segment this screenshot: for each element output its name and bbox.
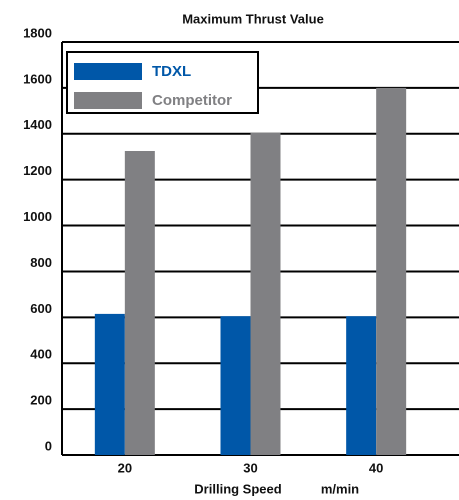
bar [220,316,251,455]
bar [94,313,125,455]
legend-label: TDXL [152,63,191,80]
y-tick-label: 400 [30,347,52,362]
bar [346,316,377,455]
y-tick-label: 1000 [23,209,52,224]
bar [376,87,407,455]
x-axis-label: Drilling Speed [194,481,281,496]
legend-swatch [74,92,142,109]
y-tick-label: 0 [45,438,52,453]
legend-swatch [74,63,142,80]
y-tick-label: 1200 [23,163,52,178]
bar [124,150,155,455]
y-tick-label: 1800 [23,25,52,40]
y-tick-label: 600 [30,301,52,316]
y-tick-label: 200 [30,393,52,408]
y-tick-label: 1400 [23,117,52,132]
y-tick-label: 1600 [23,71,52,86]
x-tick-label: 20 [118,460,132,475]
x-tick-label: 40 [369,460,383,475]
bar [250,132,281,455]
x-axis-unit: m/min [321,481,359,496]
x-tick-label: 30 [243,460,257,475]
chart-title: Maximum Thrust Value [182,11,324,26]
legend-label: Competitor [152,92,232,109]
y-tick-label: 800 [30,255,52,270]
